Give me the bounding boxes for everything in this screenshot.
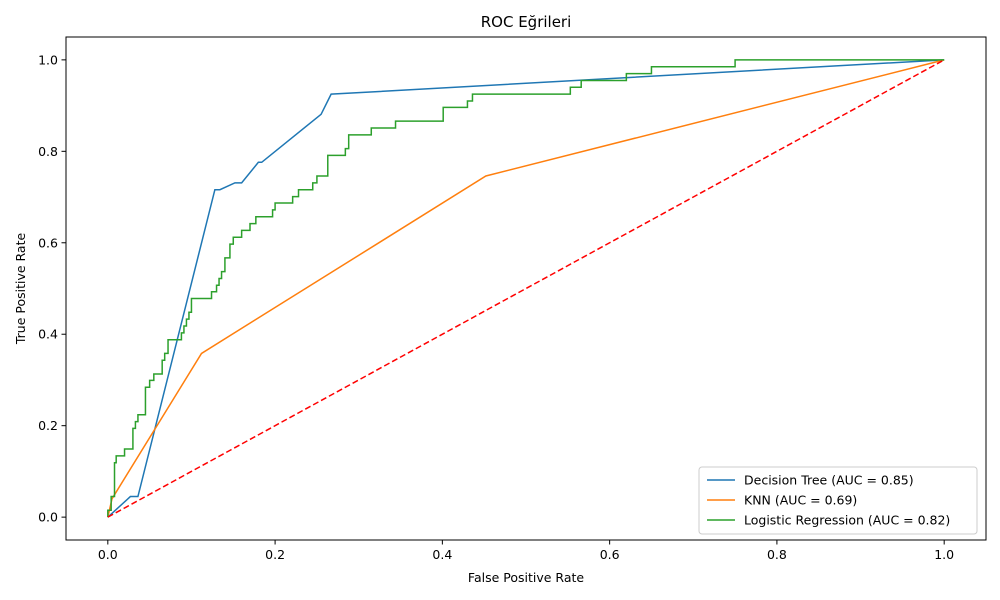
plot-frame — [65, 36, 987, 541]
x-axis-label: False Positive Rate — [468, 570, 584, 585]
plot-area — [107, 59, 945, 518]
y-tick-label: 0.6 — [38, 235, 58, 250]
series-line-3 — [107, 59, 945, 518]
x-tick-label: 0.6 — [600, 547, 620, 562]
legend-box — [698, 466, 978, 535]
legend: Decision Tree (AUC = 0.85) KNN (AUC = 0.6… — [698, 466, 978, 535]
x-tick-label: 0.2 — [265, 547, 285, 562]
x-tick-label: 0.8 — [767, 547, 787, 562]
legend-label: KNN (AUC = 0.69) — [744, 493, 857, 508]
y-tick-label: 0.0 — [38, 510, 58, 525]
y-tick-label: 0.4 — [38, 327, 58, 342]
series-line-0 — [107, 59, 945, 518]
x-tick-label: 1.0 — [934, 547, 954, 562]
y-tick-label: 0.2 — [38, 418, 58, 433]
y-axis-label: True Positive Rate — [13, 233, 28, 346]
y-tick-label: 1.0 — [38, 52, 58, 67]
legend-label: Logistic Regression (AUC = 0.82) — [744, 513, 950, 528]
x-tick-label: 0.0 — [98, 547, 118, 562]
x-tick-label: 0.4 — [432, 547, 452, 562]
axis-ticks: 0.0 0.2 0.4 0.6 0.8 1.0 0.0 0.2 0.4 0.6 0.8 1.0 — [38, 52, 954, 562]
legend-label: Decision Tree (AUC = 0.85) — [744, 473, 914, 488]
chart-title: ROC Eğrileri — [481, 13, 572, 31]
y-tick-label: 0.8 — [38, 144, 58, 159]
series-line-2 — [107, 59, 945, 518]
